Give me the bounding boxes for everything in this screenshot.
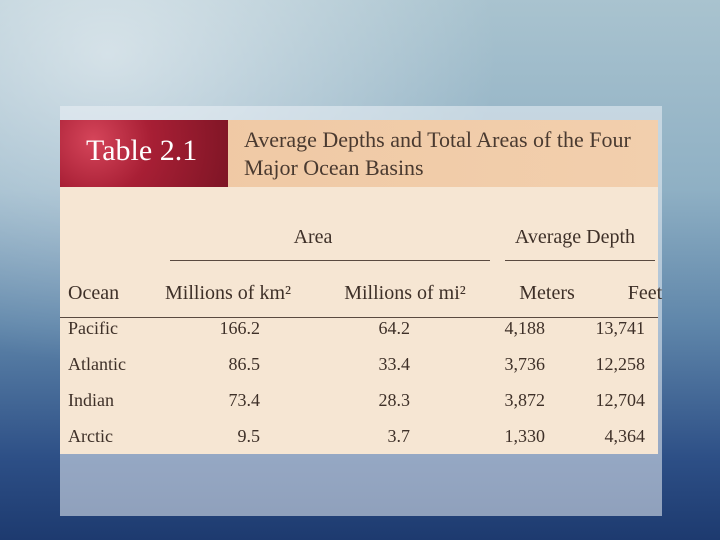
group-header: Average Depth xyxy=(514,226,636,248)
cell-value: 166.2 xyxy=(219,318,261,338)
cell-value: 28.3 xyxy=(378,390,411,410)
table-label: Table 2.1 xyxy=(86,134,198,167)
group-rule xyxy=(170,260,490,261)
cell-value: 86.5 xyxy=(228,354,261,374)
header-rule xyxy=(60,317,658,318)
column-header: Meters xyxy=(519,282,575,304)
cell-value: 13,741 xyxy=(595,318,646,338)
cell-value: 1,330 xyxy=(504,426,546,446)
cell-value: 12,258 xyxy=(595,354,646,374)
column-header: Ocean xyxy=(68,282,120,304)
header-band: Table 2.1 Average Depths and Total Areas… xyxy=(60,120,658,187)
cell-value: 3,736 xyxy=(504,354,546,374)
column-header: Millions of mi² xyxy=(344,282,466,304)
cell-value: 33.4 xyxy=(378,354,411,374)
table-card: Table 2.1 Average Depths and Total Areas… xyxy=(60,120,662,454)
column-header: Millions of km² xyxy=(164,282,292,304)
ocean-name: Atlantic xyxy=(68,354,126,374)
cell-value: 3.7 xyxy=(387,426,411,446)
cell-value: 4,188 xyxy=(504,318,546,338)
cell-value: 12,704 xyxy=(595,390,646,410)
cell-value: 73.4 xyxy=(228,390,261,410)
table-title: Average Depths and Total Areas of the Fo… xyxy=(244,127,631,180)
group-rule xyxy=(505,260,655,261)
ocean-name: Indian xyxy=(68,390,114,410)
cell-value: 64.2 xyxy=(378,318,411,338)
column-header: Feet xyxy=(627,282,663,304)
ocean-name: Pacific xyxy=(68,318,118,338)
cell-value: 4,364 xyxy=(604,426,646,446)
ocean-name: Arctic xyxy=(68,426,113,446)
cell-value: 9.5 xyxy=(237,426,261,446)
group-header: Area xyxy=(293,226,333,248)
header-image xyxy=(60,120,228,187)
cell-value: 3,872 xyxy=(504,390,546,410)
